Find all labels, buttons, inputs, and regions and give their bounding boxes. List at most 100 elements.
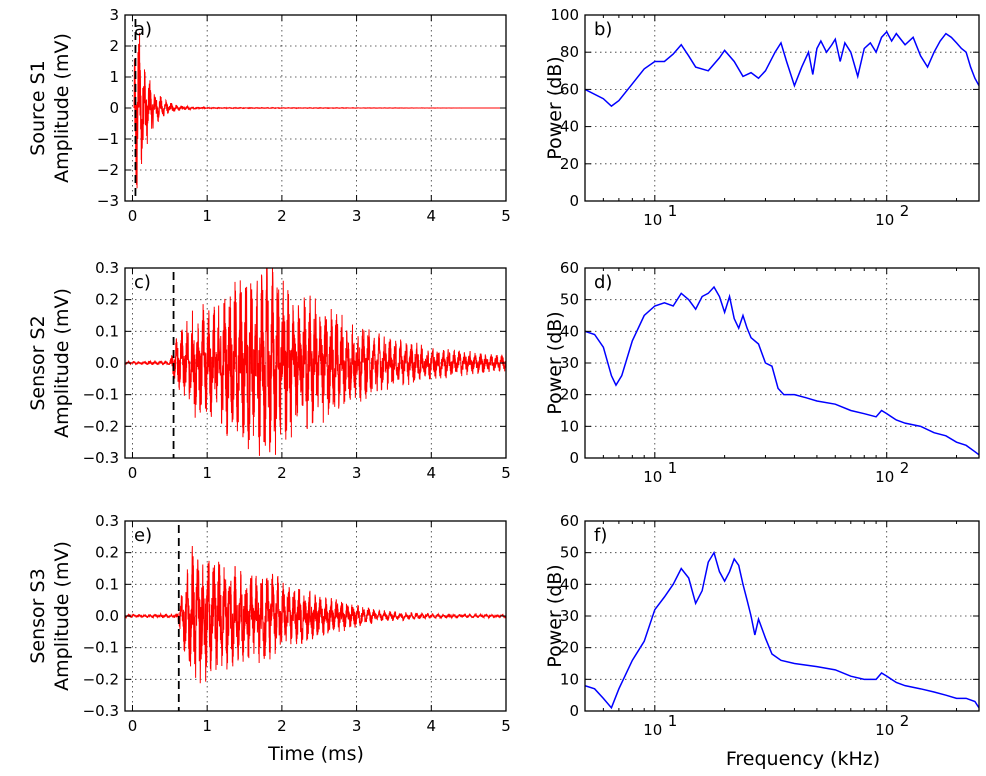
panel-label: d) [594, 272, 612, 293]
y-tick-label: 0.1 [95, 322, 119, 340]
x-tick-label: 10 [643, 721, 662, 739]
series-line [585, 550, 979, 710]
plot-frame [584, 14, 980, 202]
y-tick-label: 60 [560, 512, 579, 530]
x-tick-label: 2 [277, 717, 287, 735]
y-axis-label: Amplitude (mV) [51, 33, 73, 183]
x-tick-label: 5 [501, 717, 511, 735]
series-line [585, 285, 979, 456]
y-tick-label: −0.2 [83, 417, 119, 435]
y-tick-label: −3 [97, 192, 119, 210]
y-tick-label: −0.1 [83, 386, 119, 404]
x-tick-exponent: 2 [900, 712, 910, 730]
y-tick-label: 0 [569, 449, 579, 467]
x-tick-label: 2 [277, 207, 287, 225]
x-tick-label: 1 [202, 717, 212, 735]
series-line [125, 268, 506, 456]
y-tick-label: 10 [560, 417, 579, 435]
y-tick-label: −0.3 [83, 702, 119, 720]
y-tick-label: 0 [569, 192, 579, 210]
x-tick-label: 10 [643, 468, 662, 486]
series-line [125, 546, 506, 684]
y-tick-label: 0.3 [95, 259, 119, 277]
x-tick-exponent: 2 [900, 459, 910, 477]
series-line [585, 30, 979, 108]
y-tick-label: −0.1 [83, 639, 119, 657]
x-tick-label: 4 [427, 207, 437, 225]
panel-c: 0 1 2 3 4 5 −0.3 −0.2 −0.1 0.0 0.1 0.2 0.3 Sensor S2 A… [27, 259, 511, 482]
panel-label: a) [134, 19, 152, 40]
x-tick-label: 2 [277, 464, 287, 482]
y-tick-label: 80 [560, 43, 579, 61]
y-tick-label: 0 [569, 702, 579, 720]
y-tick-label: 20 [560, 386, 579, 404]
plot-frame [584, 267, 980, 459]
y-tick-label: 0.2 [95, 291, 119, 309]
x-tick-label: 4 [427, 464, 437, 482]
x-tick-label: 10 [875, 468, 894, 486]
x-tick-label: 1 [202, 207, 212, 225]
panel-label: b) [594, 19, 612, 40]
x-tick-label: 3 [352, 464, 362, 482]
y-tick-label: 30 [560, 607, 579, 625]
y-axis-label: Power (dB) [544, 564, 566, 667]
y-tick-label: 1 [109, 68, 119, 86]
y-tick-label: 0.1 [95, 575, 119, 593]
x-tick-label: 5 [501, 207, 511, 225]
y-tick-label: 3 [109, 6, 119, 24]
y-tick-label: 0.0 [95, 354, 119, 372]
series-line [133, 32, 506, 189]
y-axis-label: Sensor S3 [27, 568, 49, 663]
y-tick-label: 60 [560, 80, 579, 98]
frequency-axis-label: Frequency (kHz) [726, 748, 880, 770]
y-tick-label: 50 [560, 291, 579, 309]
y-tick-label: 20 [560, 155, 579, 173]
y-axis-label: Amplitude (mV) [51, 541, 73, 691]
panel-label: c) [134, 272, 151, 293]
y-tick-label: −0.2 [83, 670, 119, 688]
y-axis-label: Power (dB) [544, 56, 566, 159]
x-tick-label: 10 [643, 211, 662, 229]
x-tick-label: 10 [875, 211, 894, 229]
panel-a: 0 1 2 3 4 5 −3 −2 −1 0 1 2 3 Source S1 Amplitude (mV) a… [27, 6, 511, 225]
x-tick-exponent: 1 [668, 459, 678, 477]
y-tick-label: −0.3 [83, 449, 119, 467]
y-tick-label: 10 [560, 670, 579, 688]
y-axis-label: Power (dB) [544, 311, 566, 414]
x-tick-exponent: 2 [900, 202, 910, 220]
panel-label: f) [594, 525, 607, 546]
x-tick-label: 0 [128, 464, 138, 482]
y-tick-label: 100 [550, 6, 579, 24]
panel-e: 0 1 2 3 4 5 −0.3 −0.2 −0.1 0.0 0.1 0.2 0.3 Sensor S3 A… [27, 512, 511, 735]
y-tick-label: 30 [560, 354, 579, 372]
y-tick-label: −2 [97, 161, 119, 179]
y-tick-label: −1 [97, 130, 119, 148]
x-tick-label: 3 [352, 717, 362, 735]
panel-label: e) [134, 525, 152, 546]
x-tick-label: 0 [128, 717, 138, 735]
x-tick-label: 3 [352, 207, 362, 225]
y-tick-label: 20 [560, 639, 579, 657]
y-tick-label: 40 [560, 118, 579, 136]
y-axis-label: Sensor S2 [27, 315, 49, 410]
x-tick-label: 5 [501, 464, 511, 482]
y-axis-label: Amplitude (mV) [51, 288, 73, 438]
plot-frame [584, 520, 980, 712]
x-tick-label: 10 [875, 721, 894, 739]
x-tick-exponent: 1 [668, 712, 678, 730]
y-tick-label: 0.0 [95, 607, 119, 625]
x-tick-label: 4 [427, 717, 437, 735]
y-tick-label: 0 [109, 99, 119, 117]
x-tick-label: 0 [128, 207, 138, 225]
y-tick-label: 40 [560, 322, 579, 340]
y-tick-label: 2 [109, 37, 119, 55]
y-tick-label: 0.3 [95, 512, 119, 530]
y-tick-label: 60 [560, 259, 579, 277]
y-axis-label: Source S1 [27, 60, 49, 155]
y-tick-label: 50 [560, 544, 579, 562]
x-tick-exponent: 1 [668, 202, 678, 220]
